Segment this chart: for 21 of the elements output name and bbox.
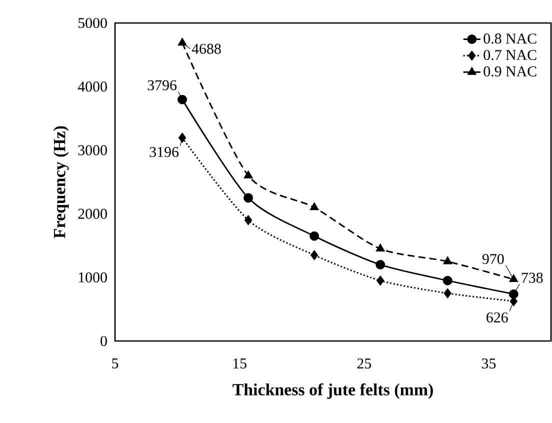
data-label: 3196 (150, 147, 179, 158)
data-label: 626 (486, 312, 508, 322)
y-tick-label: 0 (100, 336, 107, 346)
y-tick-label: 3000 (78, 145, 107, 156)
x-tick-label: 25 (357, 358, 372, 369)
data-label: 3796 (148, 80, 177, 90)
data-label: 738 (522, 272, 543, 283)
y-tick-label: 1000 (78, 272, 107, 282)
y-axis-title: Frequency (Hz) (53, 126, 69, 238)
x-tick-label: 15 (233, 358, 246, 368)
x-axis-title: Thickness of jute felts (mm) (232, 383, 433, 399)
data-label: 4688 (192, 44, 221, 54)
x-tick-label: 5 (112, 358, 118, 368)
data-label: 970 (482, 254, 504, 264)
legend-label: 0.9 NAC (484, 66, 536, 77)
y-tick-label: 4000 (78, 82, 107, 92)
y-tick-label: 2000 (78, 208, 107, 219)
x-tick-label: 35 (482, 358, 496, 369)
y-tick-label: 5000 (78, 18, 107, 28)
legend-label: 0.8 NAC (484, 34, 536, 44)
legend-label: 0.7 NAC (484, 50, 536, 60)
